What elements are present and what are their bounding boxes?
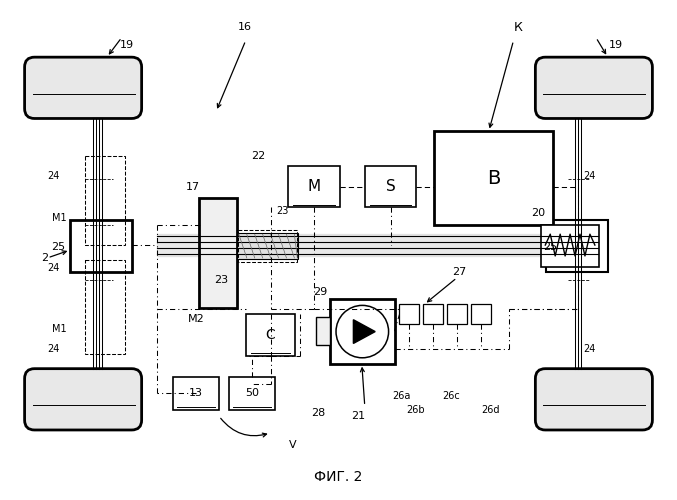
Text: 19: 19	[609, 40, 623, 50]
Text: S: S	[386, 179, 395, 194]
FancyBboxPatch shape	[330, 300, 395, 364]
Text: 29: 29	[313, 286, 327, 296]
Text: ФИГ. 2: ФИГ. 2	[314, 470, 362, 484]
FancyBboxPatch shape	[546, 220, 608, 272]
FancyBboxPatch shape	[423, 304, 443, 324]
FancyBboxPatch shape	[24, 368, 141, 430]
FancyBboxPatch shape	[447, 304, 467, 324]
Polygon shape	[353, 320, 375, 344]
Text: 23: 23	[276, 206, 288, 216]
Text: М1: М1	[52, 324, 66, 334]
Text: M: M	[307, 179, 321, 194]
Text: B: B	[487, 169, 500, 188]
Text: 24: 24	[47, 171, 60, 181]
Text: 27: 27	[452, 267, 466, 277]
FancyBboxPatch shape	[173, 376, 219, 410]
Text: 25: 25	[51, 242, 65, 252]
Text: 26b: 26b	[406, 405, 424, 415]
FancyBboxPatch shape	[237, 233, 299, 259]
FancyBboxPatch shape	[536, 57, 653, 118]
FancyBboxPatch shape	[399, 304, 419, 324]
FancyBboxPatch shape	[365, 166, 416, 207]
FancyBboxPatch shape	[536, 368, 653, 430]
Text: М2: М2	[188, 314, 204, 324]
Text: 26c: 26c	[442, 392, 460, 402]
Text: 13: 13	[189, 388, 203, 398]
FancyBboxPatch shape	[229, 376, 275, 410]
Text: К: К	[514, 21, 523, 34]
Text: 22: 22	[252, 151, 266, 161]
Text: 28: 28	[311, 408, 325, 418]
Text: 21: 21	[351, 411, 365, 421]
Text: V: V	[288, 440, 297, 450]
FancyBboxPatch shape	[434, 132, 553, 226]
FancyBboxPatch shape	[316, 317, 330, 345]
Text: 24: 24	[584, 344, 596, 354]
Text: 26a: 26a	[392, 392, 411, 402]
Text: 25: 25	[544, 242, 557, 252]
Text: 16: 16	[238, 22, 252, 32]
FancyBboxPatch shape	[471, 304, 491, 324]
Text: 19: 19	[120, 40, 134, 50]
Text: 50: 50	[244, 388, 259, 398]
FancyBboxPatch shape	[246, 314, 295, 356]
FancyBboxPatch shape	[24, 57, 141, 118]
Text: 20: 20	[531, 208, 546, 218]
Text: 26d: 26d	[481, 405, 500, 415]
FancyBboxPatch shape	[542, 226, 599, 267]
Text: 24: 24	[47, 344, 60, 354]
Text: 2: 2	[41, 253, 48, 263]
Text: М1: М1	[52, 214, 66, 224]
Text: 17: 17	[186, 182, 200, 192]
FancyBboxPatch shape	[199, 198, 237, 308]
Text: 24: 24	[584, 171, 596, 181]
Text: C: C	[265, 328, 276, 342]
FancyBboxPatch shape	[288, 166, 340, 207]
Text: 23: 23	[214, 274, 228, 284]
Text: 24: 24	[47, 263, 60, 273]
FancyBboxPatch shape	[70, 220, 132, 272]
